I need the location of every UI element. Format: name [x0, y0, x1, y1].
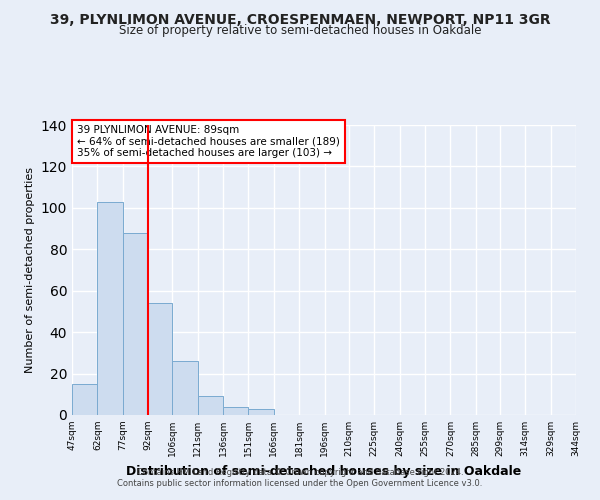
Bar — [197, 396, 223, 415]
Bar — [72, 384, 97, 415]
X-axis label: Distribution of semi-detached houses by size in Oakdale: Distribution of semi-detached houses by … — [127, 464, 521, 477]
Text: Contains HM Land Registry data © Crown copyright and database right 2024.
Contai: Contains HM Land Registry data © Crown c… — [118, 468, 482, 487]
Bar — [97, 202, 123, 415]
Bar — [148, 303, 172, 415]
Text: 39 PLYNLIMON AVENUE: 89sqm
← 64% of semi-detached houses are smaller (189)
35% o: 39 PLYNLIMON AVENUE: 89sqm ← 64% of semi… — [77, 125, 340, 158]
Bar — [223, 406, 248, 415]
Bar — [123, 232, 148, 415]
Bar — [248, 409, 274, 415]
Y-axis label: Number of semi-detached properties: Number of semi-detached properties — [25, 167, 35, 373]
Bar — [576, 411, 600, 415]
Bar — [172, 361, 197, 415]
Text: 39, PLYNLIMON AVENUE, CROESPENMAEN, NEWPORT, NP11 3GR: 39, PLYNLIMON AVENUE, CROESPENMAEN, NEWP… — [50, 12, 550, 26]
Text: Size of property relative to semi-detached houses in Oakdale: Size of property relative to semi-detach… — [119, 24, 481, 37]
